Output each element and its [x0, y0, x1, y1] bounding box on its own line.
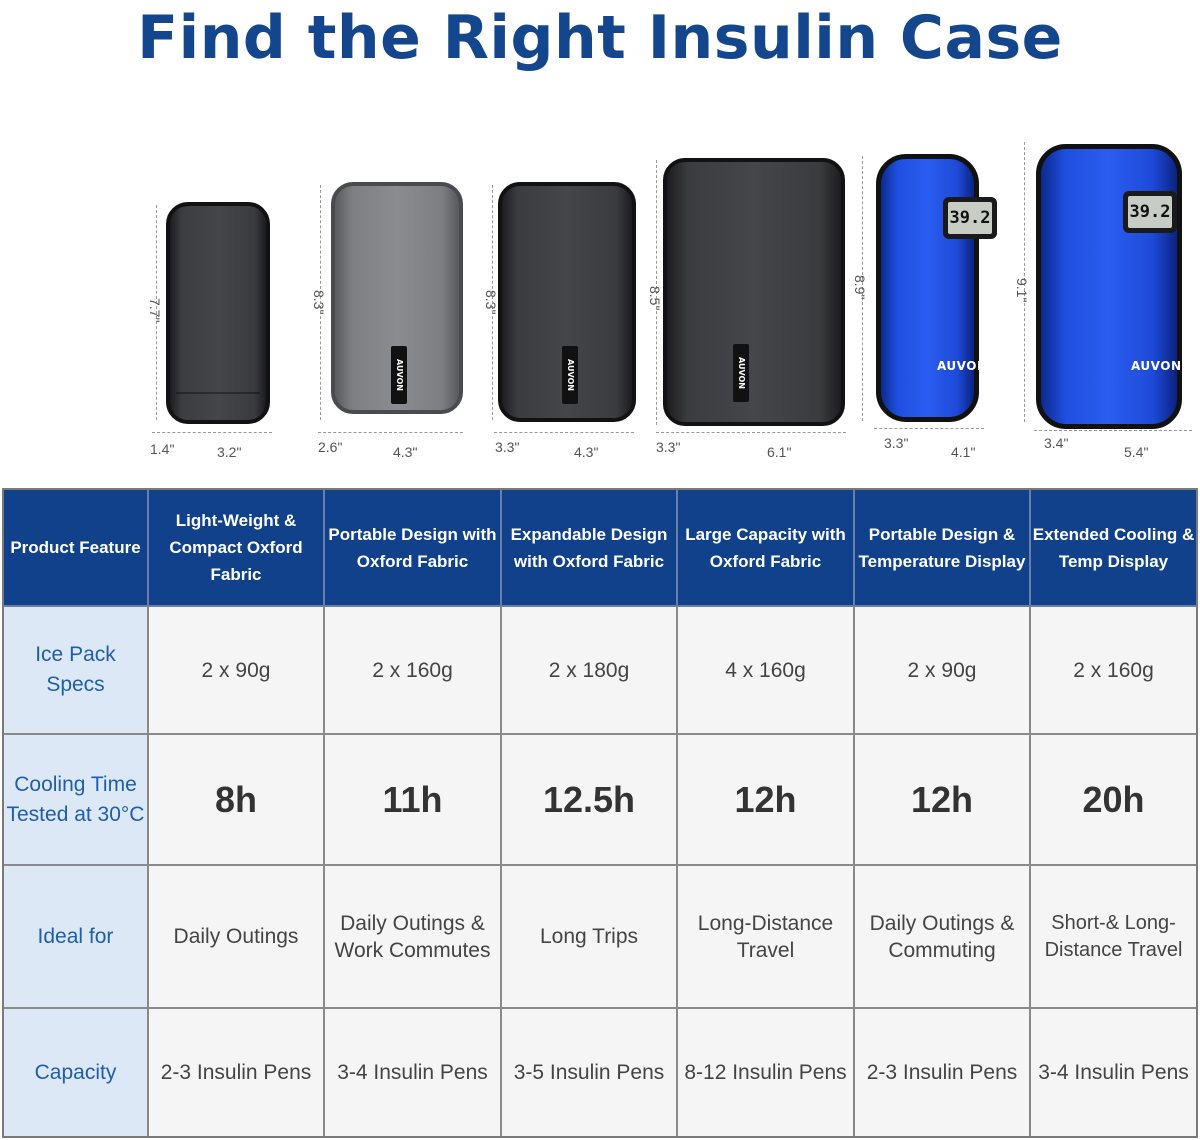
brand-tag: AUVON — [562, 346, 578, 404]
comparison-table: Product Feature Light-Weight & Compact O… — [2, 488, 1198, 1138]
table-cell: 2 x 90g — [855, 607, 1031, 735]
brand-tag: AUVON — [391, 346, 407, 404]
product-6-width: 5.4" — [1124, 444, 1149, 460]
product-2-depth: 2.6" — [318, 439, 343, 455]
product-2-height: 8.3" — [311, 290, 327, 315]
row-label: Cooling Time Tested at 30°C — [4, 735, 149, 866]
table-cell: 2-3 Insulin Pens — [149, 1009, 325, 1136]
table-cell: Short-& Long-Distance Travel — [1031, 866, 1196, 1009]
product-1-width: 3.2" — [217, 444, 242, 460]
header-column: Extended Cooling & Temp Display — [1031, 490, 1196, 607]
header-column: Portable Design with Oxford Fabric — [325, 490, 502, 607]
brand-logo: AUVON — [937, 359, 988, 373]
product-1-depth: 1.4" — [150, 441, 175, 457]
product-6-case: 39.2 AUVON — [1036, 144, 1182, 429]
table-cell: 3-5 Insulin Pens — [502, 1009, 678, 1136]
product-3-width: 4.3" — [574, 444, 599, 460]
product-4-width: 6.1" — [767, 444, 792, 460]
table-cell: 12.5h — [502, 735, 678, 866]
table-cell: 3-4 Insulin Pens — [1031, 1009, 1196, 1136]
product-1-height: 7.7" — [147, 298, 163, 323]
temperature-display: 39.2 — [1123, 191, 1177, 233]
temperature-display: 39.2 — [943, 197, 997, 239]
product-5-height: 8.9" — [852, 275, 868, 300]
table-cell: Long-Distance Travel — [678, 866, 855, 1009]
product-5-depth: 3.3" — [884, 435, 909, 451]
row-label: Ice Pack Specs — [4, 607, 149, 735]
product-4-height: 8.5" — [647, 286, 663, 311]
product-2-width: 4.3" — [393, 444, 418, 460]
table-header-row: Product Feature Light-Weight & Compact O… — [4, 490, 1196, 607]
header-column: Large Capacity with Oxford Fabric — [678, 490, 855, 607]
table-cell: 2 x 180g — [502, 607, 678, 735]
page-title: Find the Right Insulin Case — [137, 3, 1063, 73]
table-cell: 12h — [855, 735, 1031, 866]
product-3-height: 8.3" — [483, 290, 499, 315]
row-label: Ideal for — [4, 866, 149, 1009]
table-cell: 2-3 Insulin Pens — [855, 1009, 1031, 1136]
table-row-capacity: Capacity 2-3 Insulin Pens 3-4 Insulin Pe… — [4, 1009, 1196, 1136]
table-cell: 12h — [678, 735, 855, 866]
product-2-case: AUVON — [331, 182, 463, 414]
table-cell: 8h — [149, 735, 325, 866]
table-cell: 8-12 Insulin Pens — [678, 1009, 855, 1136]
product-3-case: AUVON — [498, 182, 636, 422]
table-cell: 11h — [325, 735, 502, 866]
header-product-feature: Product Feature — [4, 490, 149, 607]
product-3-depth: 3.3" — [495, 439, 520, 455]
table-cell: 2 x 160g — [1031, 607, 1196, 735]
product-6-height: 9.1" — [1014, 278, 1030, 303]
product-5-case: 39.2 AUVON — [876, 154, 997, 422]
header-column: Expandable Design with Oxford Fabric — [502, 490, 678, 607]
table-cell: Daily Outings & Commuting — [855, 866, 1031, 1009]
table-row-ideal-for: Ideal for Daily Outings Daily Outings & … — [4, 866, 1196, 1009]
table-cell: Long Trips — [502, 866, 678, 1009]
header-column: Light-Weight & Compact Oxford Fabric — [149, 490, 325, 607]
table-cell: 20h — [1031, 735, 1196, 866]
table-cell: 2 x 90g — [149, 607, 325, 735]
row-label: Capacity — [4, 1009, 149, 1136]
table-cell: Daily Outings — [149, 866, 325, 1009]
table-cell: Daily Outings & Work Commutes — [325, 866, 502, 1009]
table-cell: 3-4 Insulin Pens — [325, 1009, 502, 1136]
table-row-ice-pack: Ice Pack Specs 2 x 90g 2 x 160g 2 x 180g… — [4, 607, 1196, 735]
product-4-case: AUVON — [663, 158, 845, 426]
table-cell: 2 x 160g — [325, 607, 502, 735]
brand-logo: AUVON — [1131, 359, 1182, 373]
header-column: Portable Design & Temperature Display — [855, 490, 1031, 607]
brand-tag: AUVON — [733, 344, 749, 402]
product-5-width: 4.1" — [951, 444, 976, 460]
product-4-depth: 3.3" — [656, 439, 681, 455]
product-lineup: 7.7" 1.4" 3.2" 8.3" AUVON 2.6" 4.3" 8.3"… — [0, 130, 1200, 470]
table-cell: 4 x 160g — [678, 607, 855, 735]
product-1-case — [166, 202, 270, 424]
product-6-depth: 3.4" — [1044, 435, 1069, 451]
table-row-cooling-time: Cooling Time Tested at 30°C 8h 11h 12.5h… — [4, 735, 1196, 866]
